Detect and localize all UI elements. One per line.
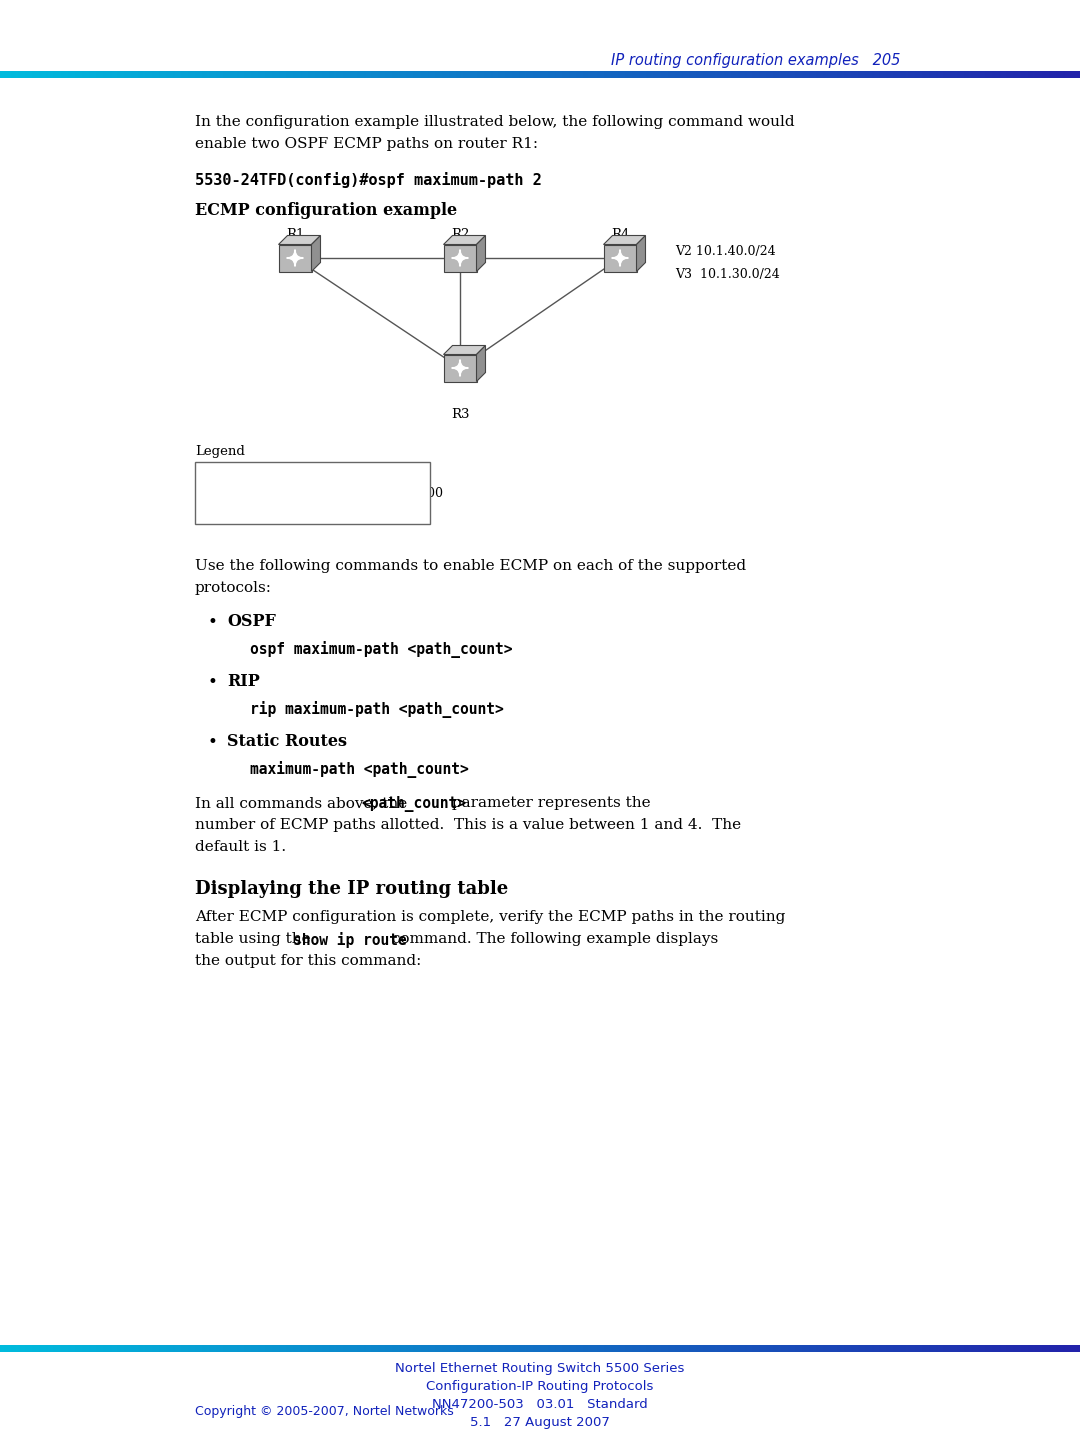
Text: V3  10.1.30.0/24: V3 10.1.30.0/24 <box>675 268 780 281</box>
Text: In the configuration example illustrated below, the following command would: In the configuration example illustrated… <box>195 115 795 130</box>
Text: In all commands above, the: In all commands above, the <box>195 796 413 809</box>
Text: rip maximum-path <path_count>: rip maximum-path <path_count> <box>249 701 503 719</box>
Text: command. The following example displays: command. The following example displays <box>387 932 718 946</box>
Text: •: • <box>207 733 217 752</box>
Text: Nortel Ethernet Routing Switch 5500 Series: Nortel Ethernet Routing Switch 5500 Seri… <box>395 1362 685 1375</box>
Polygon shape <box>444 236 486 245</box>
Text: OSPF: OSPF <box>227 613 275 631</box>
Polygon shape <box>476 236 486 272</box>
Polygon shape <box>311 236 321 272</box>
Text: R2: R2 <box>450 228 469 240</box>
Text: number of ECMP paths allotted.  This is a value between 1 and 4.  The: number of ECMP paths allotted. This is a… <box>195 818 741 832</box>
Text: <path_count>: <path_count> <box>361 796 467 812</box>
Text: R1: R1 <box>286 228 305 240</box>
Text: R4: R4 <box>611 228 630 240</box>
Polygon shape <box>636 236 646 272</box>
Text: parameter represents the: parameter represents the <box>447 796 651 809</box>
Text: NN47200-503   03.01   Standard: NN47200-503 03.01 Standard <box>432 1398 648 1411</box>
Polygon shape <box>444 245 476 272</box>
Text: Use the following commands to enable ECMP on each of the supported: Use the following commands to enable ECM… <box>195 559 746 573</box>
Text: protocols:: protocols: <box>195 580 272 595</box>
Polygon shape <box>233 480 239 501</box>
Text: maximum-path <path_count>: maximum-path <path_count> <box>249 760 469 778</box>
Text: •: • <box>207 672 217 691</box>
Text: the output for this command:: the output for this command: <box>195 953 421 968</box>
Bar <box>195 462 430 524</box>
Polygon shape <box>279 236 321 245</box>
Text: 5530-24TFD(config)#ospf maximum-path 2: 5530-24TFD(config)#ospf maximum-path 2 <box>195 171 542 189</box>
Polygon shape <box>213 485 233 501</box>
Polygon shape <box>444 346 486 354</box>
Text: show ip route: show ip route <box>294 932 407 948</box>
Text: •: • <box>207 613 217 631</box>
Text: V2 10.1.40.0/24: V2 10.1.40.0/24 <box>675 245 775 258</box>
Text: ospf maximum-path <path_count>: ospf maximum-path <path_count> <box>249 641 513 658</box>
Polygon shape <box>604 245 636 272</box>
Text: IP routing configuration examples   205: IP routing configuration examples 205 <box>610 52 900 68</box>
Polygon shape <box>279 245 311 272</box>
Text: table using the: table using the <box>195 932 315 946</box>
Polygon shape <box>476 346 486 382</box>
Polygon shape <box>444 354 476 382</box>
Polygon shape <box>213 480 239 485</box>
Text: default is 1.: default is 1. <box>195 840 286 854</box>
Polygon shape <box>604 236 646 245</box>
Text: Legend: Legend <box>195 445 245 458</box>
Text: Copyright © 2005-2007, Nortel Networks: Copyright © 2005-2007, Nortel Networks <box>195 1405 454 1418</box>
Text: Displaying the IP routing table: Displaying the IP routing table <box>195 880 509 899</box>
Text: enable two OSPF ECMP paths on router R1:: enable two OSPF ECMP paths on router R1: <box>195 137 538 151</box>
Text: R3: R3 <box>450 408 469 420</box>
Text: 5.1   27 August 2007: 5.1 27 August 2007 <box>470 1416 610 1428</box>
Text: Ethernet Routing Switch 5500: Ethernet Routing Switch 5500 <box>249 487 443 500</box>
Text: RIP: RIP <box>227 672 260 690</box>
Text: Configuration-IP Routing Protocols: Configuration-IP Routing Protocols <box>427 1380 653 1392</box>
Text: Static Routes: Static Routes <box>227 733 347 750</box>
Text: After ECMP configuration is complete, verify the ECMP paths in the routing: After ECMP configuration is complete, ve… <box>195 910 785 924</box>
Text: ECMP configuration example: ECMP configuration example <box>195 202 457 219</box>
